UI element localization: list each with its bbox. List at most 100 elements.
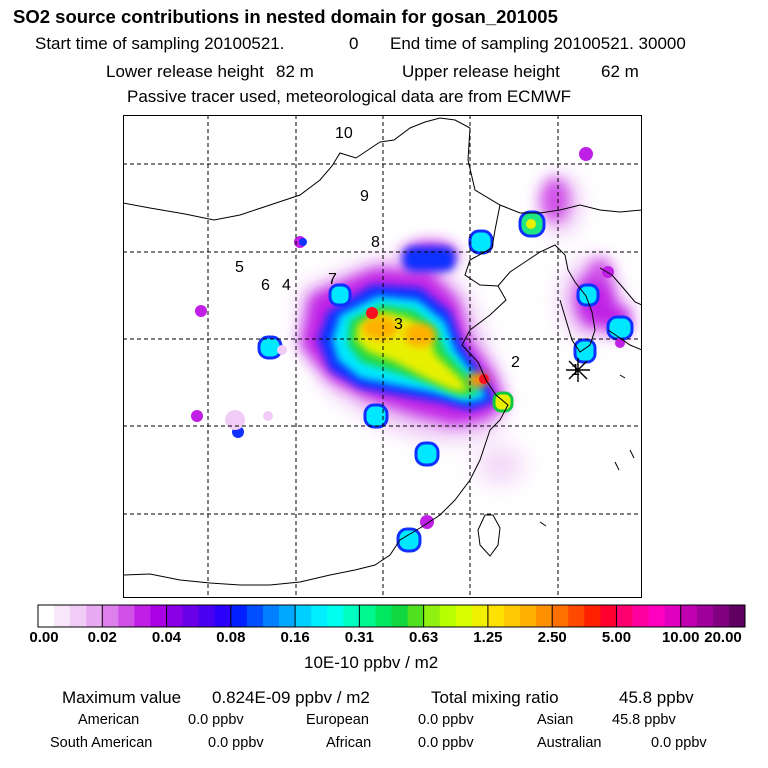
colorbar-swatch (616, 605, 634, 627)
region-label-7: 7 (328, 271, 337, 288)
colorbar-tick-label: 0.63 (409, 629, 439, 646)
colorbar-swatch (680, 605, 698, 627)
region-label-4: 4 (282, 277, 291, 294)
region-label-5: 5 (235, 259, 244, 276)
colorbar-swatch (471, 605, 489, 627)
colorbar-tick-label: 20.00 (704, 629, 742, 646)
upper-release-value: 62 m (601, 62, 639, 81)
colorbar-swatch (38, 605, 55, 627)
colorbar-swatch (150, 605, 168, 627)
colorbar-swatch (343, 605, 360, 627)
colorbar-swatch (728, 605, 746, 627)
african-value: 0.0 ppbv (418, 735, 474, 751)
colorbar-swatch (375, 605, 392, 627)
colorbar-tick-label: 0.02 (87, 629, 117, 646)
colorbar-tick-label: 10.00 (661, 629, 700, 646)
tracer-note: Passive tracer used, meteorological data… (127, 87, 572, 106)
colorbar-swatch (439, 605, 457, 627)
colorbar-swatch (664, 605, 682, 627)
colorbar-tick-label: 0.00 (29, 629, 59, 646)
colorbar-swatch (214, 605, 232, 627)
australian-label: Australian (537, 735, 602, 751)
colorbar-swatch (455, 605, 473, 627)
region-label-3: 3 (394, 316, 403, 333)
colorbar-swatch (54, 605, 71, 627)
colorbar-tick-label: 0.31 (344, 629, 374, 646)
asian-label: Asian (537, 712, 574, 728)
region-label-8: 8 (371, 234, 380, 251)
max-value: 0.824E-09 ppbv / m2 (212, 688, 370, 707)
american-label: American (78, 712, 140, 728)
colorbar-swatch (552, 605, 569, 627)
colorbar-swatch (391, 605, 409, 627)
colorbar-tick-label: 0.08 (216, 629, 246, 646)
start-time-value: 0 (349, 34, 359, 53)
colorbar-swatch (632, 605, 650, 627)
colorbar-swatch (359, 605, 376, 627)
lower-release-label: Lower release height (106, 62, 264, 81)
african-label: African (326, 735, 372, 751)
colorbar-swatch (712, 605, 730, 627)
colorbar-swatch (520, 605, 537, 627)
colorbar-swatch (568, 605, 585, 627)
region-label-6: 6 (261, 277, 270, 294)
colorbar-swatch (134, 605, 151, 627)
colorbar-swatch (198, 605, 216, 627)
colorbar-swatch (230, 605, 248, 627)
colorbar-swatch (70, 605, 87, 627)
chart-title: SO2 source contributions in nested domai… (13, 6, 558, 27)
total-mixing-value: 45.8 ppbv (619, 688, 694, 707)
colorbar-swatch (407, 605, 425, 627)
australian-value: 0.0 ppbv (651, 735, 707, 751)
colorbar-swatch (246, 605, 264, 627)
region-label-10: 10 (335, 125, 353, 142)
colorbar-swatch (86, 605, 103, 627)
south-american-value: 0.0 ppbv (208, 735, 264, 751)
colorbar-swatch (503, 605, 521, 627)
european-label: European (306, 712, 369, 728)
colorbar-swatch (118, 605, 135, 627)
colorbar-frame (37, 604, 746, 628)
colorbar-swatch (279, 605, 296, 627)
coastline-layer (123, 117, 642, 586)
colorbar-swatch (327, 605, 344, 627)
colorbar-swatch (600, 605, 617, 627)
colorbar-swatch (584, 605, 601, 627)
colorbar-swatch (166, 605, 184, 627)
colorbar-swatch (536, 605, 553, 627)
american-value: 0.0 ppbv (188, 712, 244, 728)
colorbar-tick-label: 1.25 (473, 629, 503, 646)
colorbar-swatch (295, 605, 312, 627)
colorbar-swatch (102, 605, 119, 627)
end-time-label: End time of sampling 20100521. 30000 (390, 34, 686, 53)
lat-lon-grid (123, 115, 642, 598)
start-time-label: Start time of sampling 20100521. (35, 34, 285, 53)
colorbar (37, 604, 746, 628)
asian-value: 45.8 ppbv (612, 712, 676, 728)
upper-release-label: Upper release height (402, 62, 560, 81)
region-label-1: 1 (571, 362, 580, 379)
colorbar-tick-label: 0.04 (151, 629, 182, 646)
european-value: 0.0 ppbv (418, 712, 474, 728)
south-american-label: South American (50, 735, 153, 751)
region-label-2: 2 (511, 354, 520, 371)
plume-layer (191, 147, 634, 553)
colorbar-swatch (262, 605, 280, 627)
total-mixing-label: Total mixing ratio (431, 688, 559, 707)
colorbar-swatch (311, 605, 328, 627)
max-value-label: Maximum value (62, 688, 182, 707)
lower-release-value: 82 m (276, 62, 314, 81)
colorbar-swatch (696, 605, 714, 627)
map-frame (123, 115, 642, 598)
colorbar-swatch (182, 605, 200, 627)
colorbar-units: 10E-10 ppbv / m2 (304, 653, 439, 672)
colorbar-tick-label: 2.50 (537, 629, 567, 646)
asterisk-receptor-icon (566, 358, 590, 382)
colorbar-swatch (648, 605, 666, 627)
colorbar-tick-label: 0.16 (280, 629, 310, 646)
region-label-9: 9 (360, 188, 369, 205)
colorbar-swatch (487, 605, 505, 627)
colorbar-swatch (423, 605, 441, 627)
colorbar-tick-label: 5.00 (601, 629, 632, 646)
